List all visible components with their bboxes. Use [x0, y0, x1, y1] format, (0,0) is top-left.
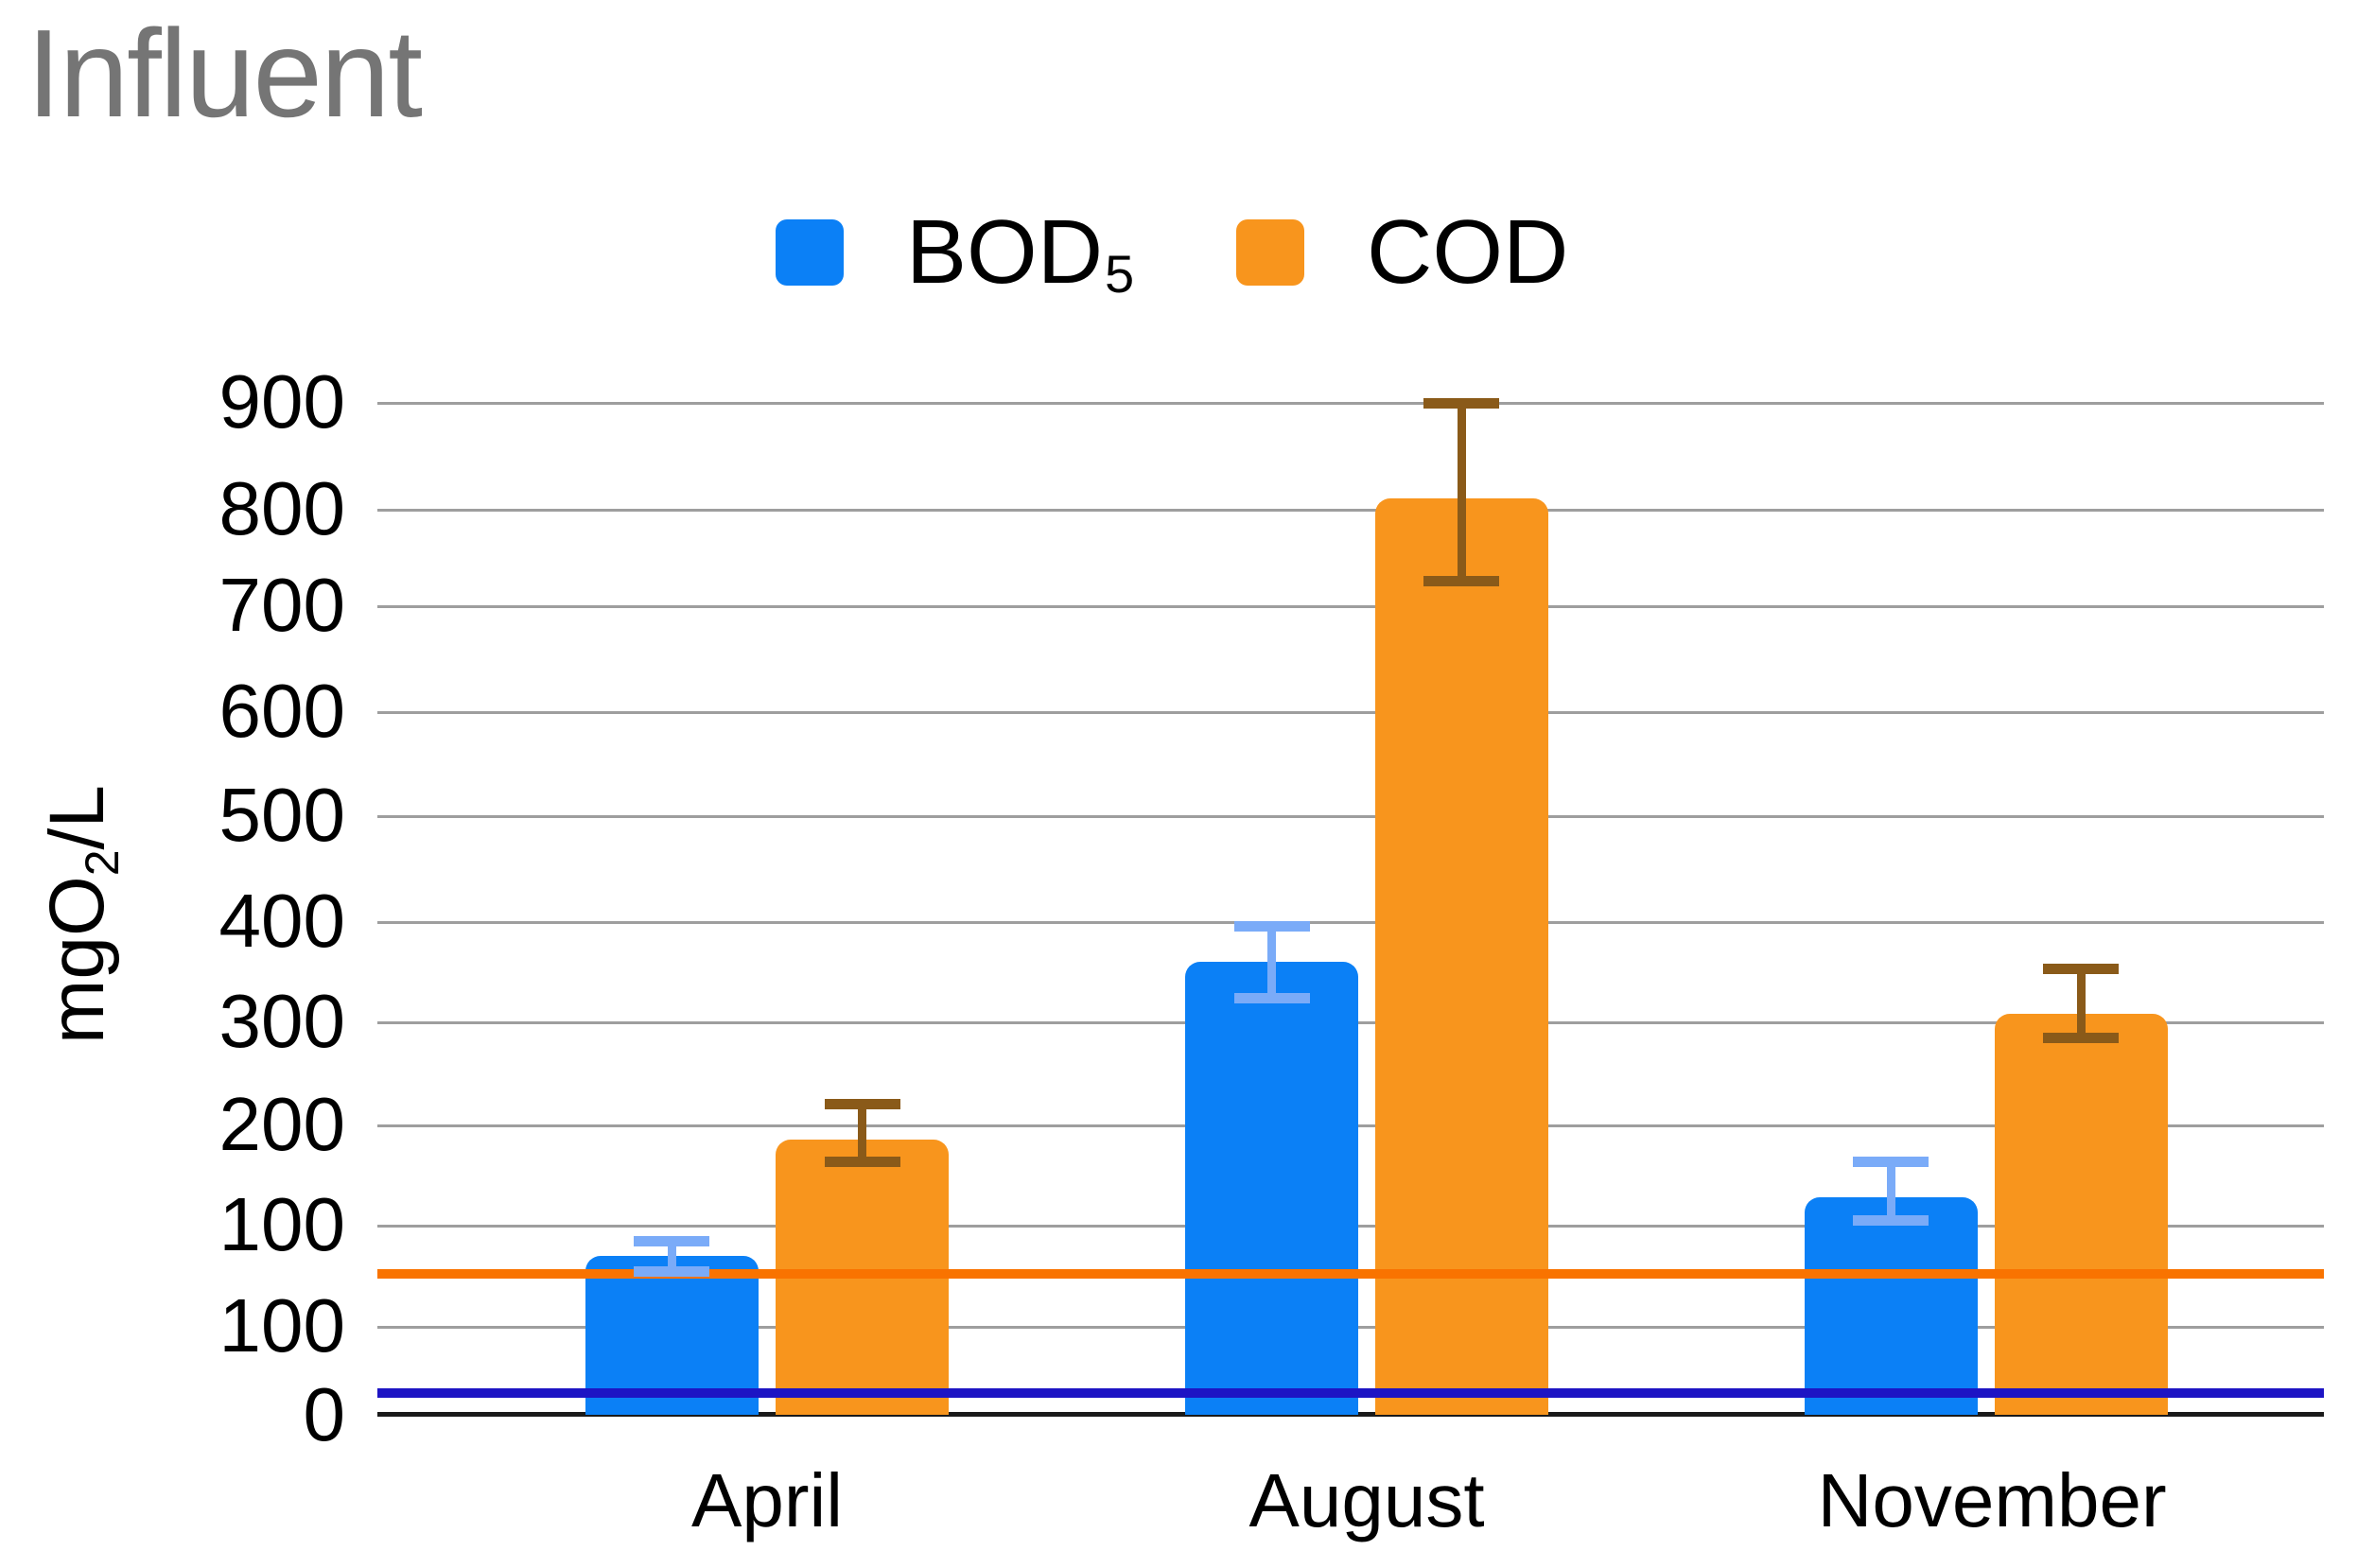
y-axis-tick-label: 100: [218, 1282, 345, 1368]
legend-item-bod5: BOD 5: [776, 201, 1134, 304]
bar-bod5-august: [1185, 962, 1359, 1415]
error-cap-bottom-cod-november: [2043, 1033, 2120, 1044]
gridline: [377, 604, 2324, 608]
x-axis-label-august: August: [1248, 1458, 1485, 1542]
legend-swatch-cod: [1236, 219, 1304, 286]
y-axis-tick-label: 600: [218, 668, 345, 753]
error-cap-bottom-bod5-november: [1853, 1215, 1929, 1227]
bar-bod5-november: [1804, 1196, 1978, 1415]
error-cap-top-bod5-april: [634, 1235, 710, 1246]
legend-swatch-bod5: [776, 219, 844, 286]
gridline: [377, 710, 2324, 714]
error-cap-top-cod-april: [824, 1098, 900, 1109]
error-cap-top-cod-november: [2043, 963, 2120, 974]
y-axis-tick-label: 200: [218, 1081, 345, 1166]
y-axis-tick-label: 100: [218, 1181, 345, 1266]
reference-line-orange: [377, 1269, 2324, 1280]
y-axis-tick-label: 0: [303, 1372, 346, 1456]
y-axis-tick-label: 300: [218, 979, 345, 1064]
y-axis-tick-label: 900: [218, 359, 345, 444]
error-cap-bottom-bod5-august: [1233, 993, 1310, 1004]
error-whisker-cod-august: [1457, 404, 1466, 582]
error-cap-top-cod-august: [1423, 398, 1500, 409]
error-cap-bottom-cod-april: [824, 1157, 900, 1167]
legend-label-bod5-subscript: 5: [1105, 243, 1135, 304]
gridline: [377, 402, 2324, 405]
error-whisker-cod-april: [858, 1104, 867, 1162]
error-whisker-bod5-august: [1267, 927, 1277, 1000]
legend-label-bod5: BOD: [906, 201, 1104, 303]
y-axis-tick-label: 700: [218, 562, 345, 647]
error-cap-top-bod5-november: [1853, 1157, 1929, 1167]
y-axis-tick-label: 500: [218, 772, 345, 857]
reference-line-navy: [377, 1387, 2324, 1398]
y-axis-title-subscript: 2: [76, 849, 129, 877]
y-axis-tick-label: 800: [218, 465, 345, 550]
x-axis-label-april: April: [690, 1458, 844, 1542]
error-whisker-bod5-april: [667, 1241, 676, 1272]
gridline: [377, 920, 2324, 924]
bar-cod-august: [1374, 497, 1548, 1415]
chart-title: Influent: [26, 4, 423, 143]
error-whisker-cod-november: [2076, 969, 2086, 1039]
legend: BOD 5 COD: [0, 201, 2357, 305]
error-whisker-bod5-november: [1886, 1162, 1895, 1222]
x-axis-label-november: November: [1817, 1458, 2167, 1542]
plot-area: [377, 398, 2324, 1417]
gridline: [377, 508, 2324, 512]
error-cap-bottom-cod-august: [1423, 576, 1500, 586]
legend-label-cod: COD: [1367, 201, 1569, 303]
legend-item-cod: COD: [1236, 201, 1570, 303]
error-cap-bottom-bod5-april: [634, 1266, 710, 1277]
y-axis-tick-label: 400: [218, 878, 345, 963]
bar-cod-november: [1994, 1014, 2168, 1415]
error-cap-top-bod5-august: [1233, 921, 1310, 932]
gridline: [377, 814, 2324, 818]
